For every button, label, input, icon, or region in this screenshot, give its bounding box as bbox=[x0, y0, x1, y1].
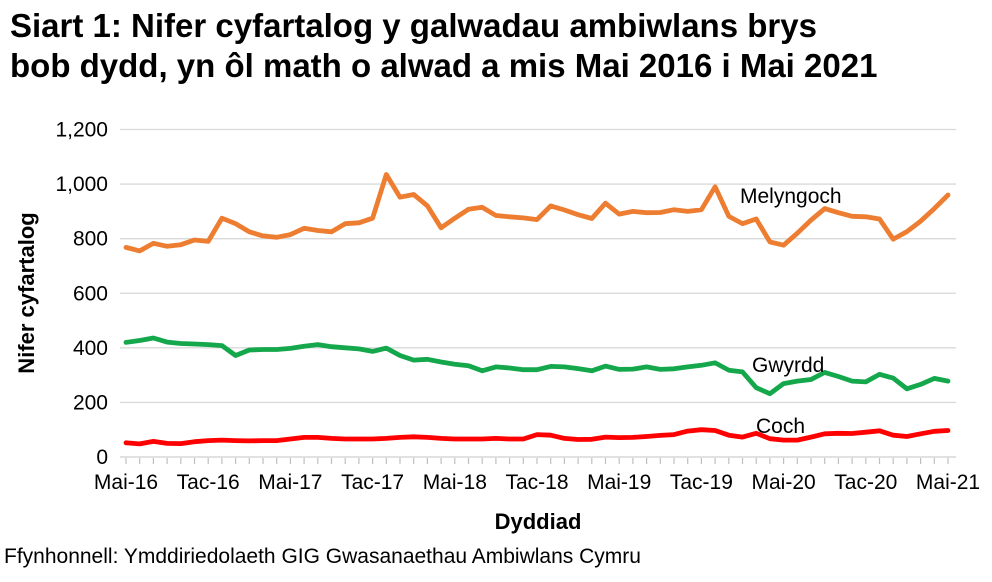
x-axis-label-layer: Mai-16 Tac-16 Mai-17 Tac-17 Mai-18 Tac-18 Mai-… bbox=[94, 471, 980, 494]
melyngoch-line bbox=[123, 172, 951, 254]
y-tick-label-1000: 1,000 bbox=[55, 173, 108, 196]
x-tick-label-Tac-19: Tac-19 bbox=[670, 471, 733, 494]
source-note: Ffynhonnell: Ymddiriedolaeth GIG Gwasana… bbox=[4, 545, 641, 568]
y-axis-label-layer: 0 200 400 600 800 1,000 1,200 bbox=[55, 119, 108, 470]
series-label-gwyrdd: Gwyrdd bbox=[752, 354, 824, 377]
x-tick-label-Mai-17: Mai-17 bbox=[258, 471, 322, 494]
gridline-layer bbox=[120, 128, 956, 458]
y-tick-label-800: 800 bbox=[73, 228, 108, 251]
y-tick-label-400: 400 bbox=[73, 337, 108, 360]
x-tick-label-Mai-20: Mai-20 bbox=[751, 471, 815, 494]
y-tick-label-0: 0 bbox=[96, 446, 108, 469]
series-label-coch: Coch bbox=[756, 415, 805, 438]
y-tick-label-1200: 1,200 bbox=[55, 119, 108, 142]
x-tick-label-Tac-16: Tac-16 bbox=[177, 471, 240, 494]
x-tick-label-Tac-20: Tac-20 bbox=[834, 471, 897, 494]
series-layer bbox=[123, 172, 951, 447]
x-tick-label-Mai-21: Mai-21 bbox=[916, 471, 980, 494]
chart-title-line-2: bob dydd, yn ôl math o alwad a mis Mai 2… bbox=[10, 47, 878, 85]
x-tick-label-Tac-18: Tac-18 bbox=[505, 471, 568, 494]
coch-line bbox=[123, 427, 951, 447]
x-tick-label-Mai-16: Mai-16 bbox=[94, 471, 158, 494]
x-tick-label-Mai-19: Mai-19 bbox=[587, 471, 651, 494]
y-tick-label-600: 600 bbox=[73, 282, 108, 305]
x-axis-tick-layer bbox=[125, 458, 949, 464]
x-tick-label-Mai-18: Mai-18 bbox=[423, 471, 487, 494]
y-tick-label-200: 200 bbox=[73, 391, 108, 414]
series-label-melyngoch: Melyngoch bbox=[740, 185, 842, 208]
chart-title-line-1: Siart 1: Nifer cyfartalog y galwadau amb… bbox=[10, 7, 817, 44]
gwyrdd-line bbox=[123, 335, 951, 397]
x-axis-title: Dyddiad bbox=[495, 509, 582, 534]
chart-title: Siart 1: Nifer cyfartalog y galwadau amb… bbox=[10, 6, 970, 87]
y-axis-title: Nifer cyfartalog bbox=[14, 212, 39, 373]
x-tick-label-Tac-17: Tac-17 bbox=[341, 471, 404, 494]
